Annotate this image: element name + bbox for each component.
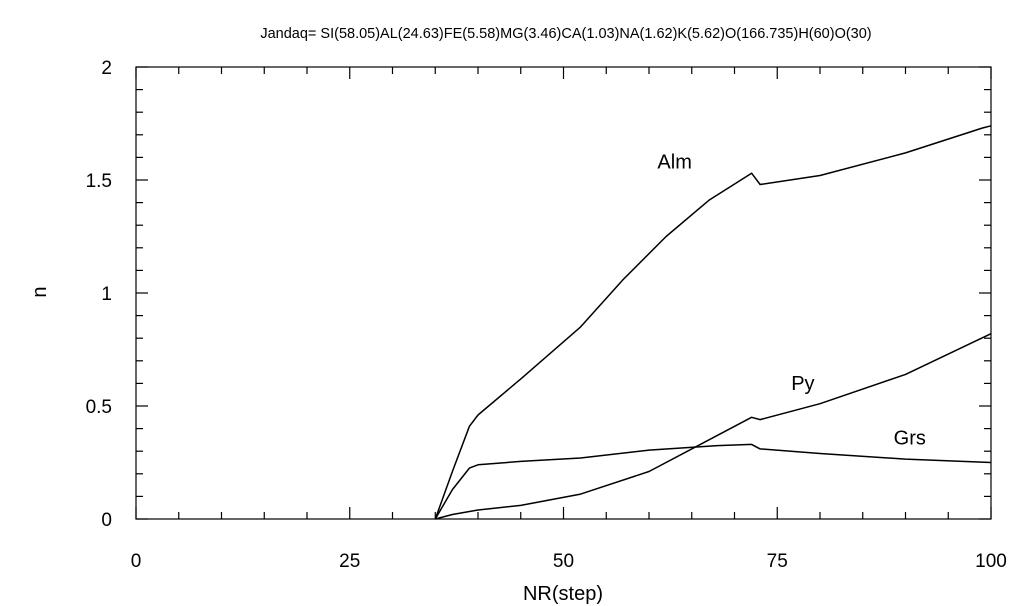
x-axis-title: NR(step)	[523, 583, 603, 605]
y-axis-title: n	[29, 286, 51, 297]
series-line-grs	[434, 443, 992, 520]
chart-title: Jandaq= SI(58.05)AL(24.63)FE(5.58)MG(3.4…	[260, 26, 871, 42]
x-tick-label: 0	[131, 551, 142, 572]
x-tick-labels: 0 25 50 75 100	[131, 551, 1007, 572]
series-lines	[434, 125, 992, 520]
plot-frame	[135, 66, 992, 520]
x-tick-label: 50	[553, 551, 574, 572]
series-line-alm	[434, 125, 992, 520]
y-tick-label: 0.5	[86, 397, 112, 418]
y-tick-labels: 0 0.5 1 1.5 2	[86, 58, 112, 531]
series-line-py	[435, 333, 992, 520]
series-label-alm: Alm	[657, 152, 691, 174]
series-labels: Alm Py Grs	[657, 152, 925, 450]
y-tick-label: 1.5	[86, 171, 112, 192]
axis-ticks	[135, 66, 992, 520]
y-tick-label: 1	[101, 284, 112, 305]
x-tick-label: 25	[339, 551, 360, 572]
y-tick-label: 2	[101, 58, 112, 79]
x-tick-label: 75	[767, 551, 788, 572]
x-tick-label: 100	[975, 551, 1007, 572]
y-tick-label: 0	[101, 510, 112, 531]
series-label-grs: Grs	[894, 427, 926, 449]
series-label-py: Py	[791, 373, 814, 395]
